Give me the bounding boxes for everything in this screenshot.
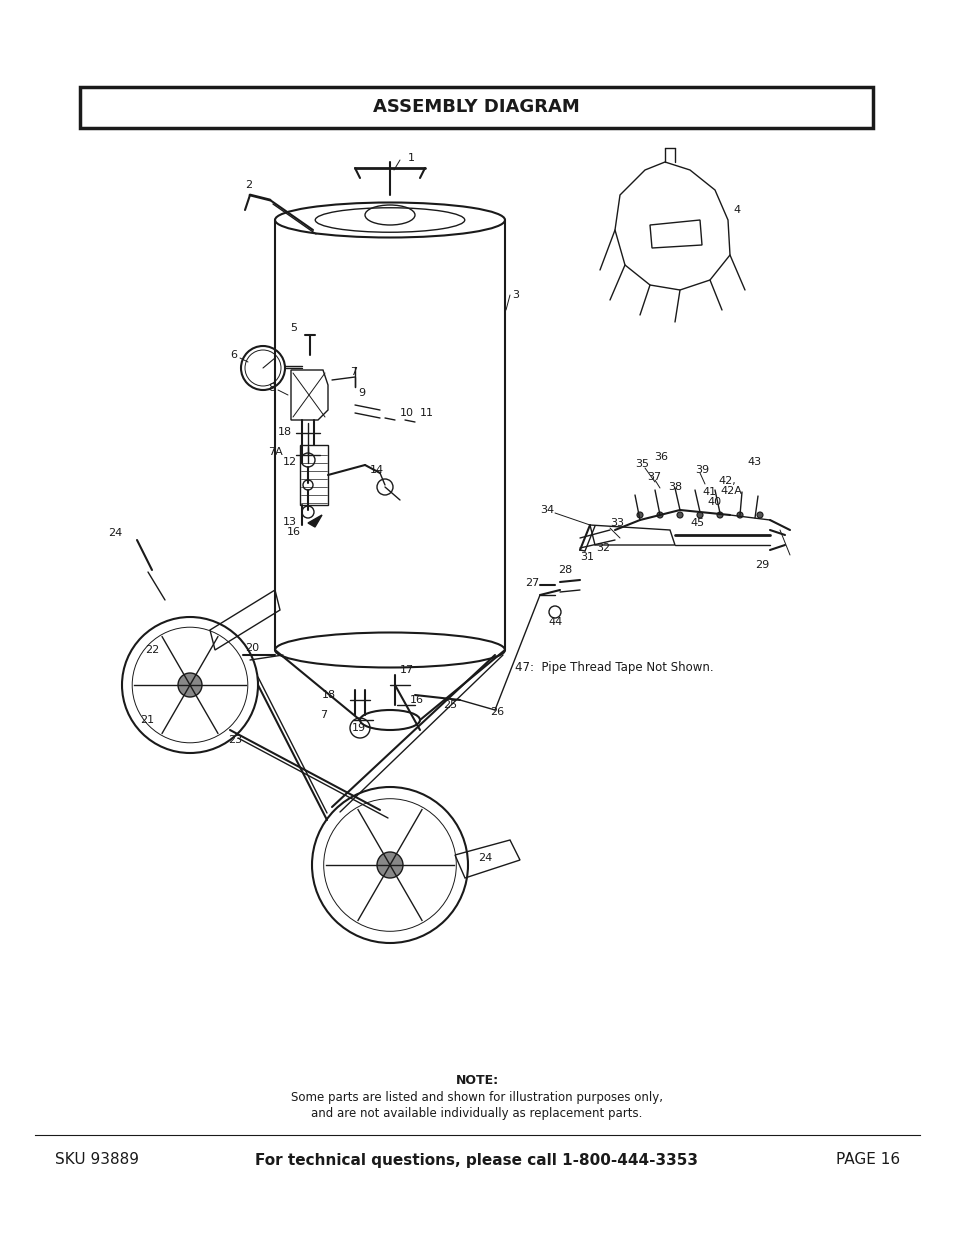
Text: 32: 32 [596, 543, 610, 553]
Text: 35: 35 [635, 459, 648, 469]
Text: 43: 43 [746, 457, 760, 467]
Text: 10: 10 [399, 408, 414, 417]
Text: 29: 29 [754, 559, 768, 571]
Text: PAGE 16: PAGE 16 [835, 1152, 899, 1167]
Circle shape [757, 513, 762, 517]
Circle shape [677, 513, 682, 517]
Text: 23: 23 [228, 735, 242, 745]
Text: 18: 18 [277, 427, 292, 437]
Text: 39: 39 [695, 466, 708, 475]
Text: 33: 33 [609, 517, 623, 529]
Text: 12: 12 [283, 457, 296, 467]
Text: 4: 4 [732, 205, 740, 215]
Text: 42,: 42, [718, 475, 735, 487]
Text: 42A: 42A [720, 487, 741, 496]
Text: 21: 21 [140, 715, 154, 725]
Text: 24: 24 [108, 529, 122, 538]
Text: 7: 7 [350, 367, 356, 377]
Bar [80, 86, 872, 128]
Text: and are not available individually as replacement parts.: and are not available individually as re… [311, 1107, 642, 1119]
Text: 22: 22 [145, 645, 159, 655]
Circle shape [737, 513, 742, 517]
Text: 1: 1 [408, 153, 415, 163]
Text: Some parts are listed and shown for illustration purposes only,: Some parts are listed and shown for illu… [291, 1091, 662, 1104]
Text: 3: 3 [512, 290, 518, 300]
Text: 17: 17 [399, 664, 414, 676]
Text: 45: 45 [689, 517, 703, 529]
Text: NOTE:: NOTE: [455, 1073, 498, 1087]
Text: 40: 40 [706, 496, 720, 508]
Text: 31: 31 [579, 552, 594, 562]
Text: 34: 34 [539, 505, 554, 515]
Circle shape [717, 513, 722, 517]
Text: 44: 44 [547, 618, 561, 627]
Circle shape [376, 852, 402, 878]
Text: 37: 37 [646, 472, 660, 482]
Text: 11: 11 [419, 408, 434, 417]
Text: 27: 27 [524, 578, 538, 588]
Circle shape [178, 673, 202, 697]
Text: 16: 16 [287, 527, 301, 537]
Text: 18: 18 [322, 690, 335, 700]
Text: 9: 9 [357, 388, 365, 398]
Text: 47:  Pipe Thread Tape Not Shown.: 47: Pipe Thread Tape Not Shown. [515, 662, 713, 674]
Text: 28: 28 [558, 564, 572, 576]
Text: 25: 25 [442, 700, 456, 710]
Text: 41: 41 [701, 487, 716, 496]
Circle shape [637, 513, 642, 517]
Text: 36: 36 [654, 452, 667, 462]
Text: 20: 20 [245, 643, 259, 653]
Text: 7: 7 [319, 710, 327, 720]
Text: For technical questions, please call 1-800-444-3353: For technical questions, please call 1-8… [255, 1152, 698, 1167]
Text: 16: 16 [410, 695, 423, 705]
Text: 5: 5 [290, 324, 296, 333]
Text: 14: 14 [370, 466, 384, 475]
Text: 13: 13 [283, 517, 296, 527]
Circle shape [697, 513, 702, 517]
Text: 7A: 7A [268, 447, 282, 457]
Text: 38: 38 [667, 482, 681, 492]
Text: 24: 24 [477, 853, 492, 863]
Text: 26: 26 [490, 706, 503, 718]
Circle shape [657, 513, 662, 517]
Text: SKU 93889: SKU 93889 [55, 1152, 139, 1167]
Text: 6: 6 [230, 350, 236, 359]
Text: 2: 2 [245, 180, 252, 190]
Text: 8: 8 [268, 383, 274, 393]
Text: 19: 19 [352, 722, 366, 734]
Polygon shape [308, 515, 322, 527]
Text: ASSEMBLY DIAGRAM: ASSEMBLY DIAGRAM [373, 99, 579, 116]
